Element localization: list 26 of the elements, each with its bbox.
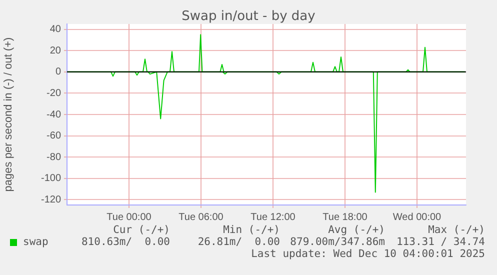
text: 879.00m/347.86m <box>289 236 385 248</box>
text: 113.31 / 34.74 <box>395 236 485 248</box>
text: 810.63m/ 0.00 <box>80 236 170 248</box>
text: 26.81m/ 0.00 <box>196 236 280 248</box>
y-axis-title: pages per second in (-) / out (+) <box>2 37 15 192</box>
y-tick-label: -80 <box>46 152 62 163</box>
chart-title: Swap in/out - by day <box>180 9 316 24</box>
y-tick-label: 20 <box>50 45 62 56</box>
text: Cur (-/+) <box>112 224 170 236</box>
text: Max (-/+) <box>427 224 485 236</box>
x-tick-label: Tue 06:00 <box>178 212 224 223</box>
y-tick-label: -20 <box>46 88 62 99</box>
x-tick-label: Tue 12:00 <box>250 212 296 223</box>
y-tick-label: -120 <box>40 194 62 206</box>
y-tick-label: 40 <box>50 24 62 36</box>
y-tick-label: -60 <box>46 130 62 142</box>
x-tick-label: Wed 00:00 <box>392 212 442 223</box>
x-tick-label: Tue 18:00 <box>322 212 368 223</box>
legend-label: swap <box>23 236 48 248</box>
y-tick-label: 0 <box>55 66 62 78</box>
x-tick-label: Tue 00:00 <box>106 212 152 223</box>
y-tick-label: -100 <box>40 173 62 184</box>
text: Avg (-/+) <box>327 224 385 236</box>
text: Last update: Wed Dec 10 04:00:01 2025 <box>250 248 485 260</box>
text: Min (-/+) <box>222 224 280 236</box>
y-tick-label: -40 <box>46 109 62 120</box>
